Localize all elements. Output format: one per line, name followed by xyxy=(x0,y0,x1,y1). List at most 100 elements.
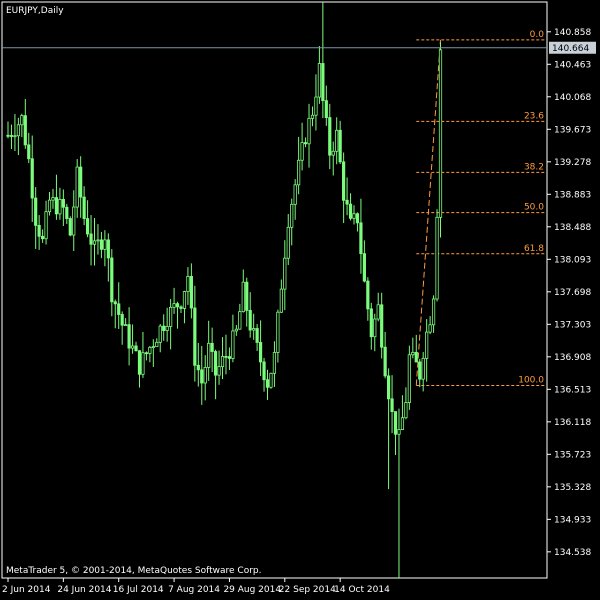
candle xyxy=(407,345,411,410)
candle xyxy=(27,132,31,164)
candle xyxy=(130,324,135,354)
y-tick-label: 138.488 xyxy=(554,223,591,233)
candle-body xyxy=(79,166,83,198)
candle-body xyxy=(335,129,339,152)
candle-body xyxy=(258,342,263,363)
candle-body xyxy=(68,218,72,236)
candle-body xyxy=(414,351,418,363)
candle-body xyxy=(148,347,152,354)
candle-body xyxy=(252,328,256,331)
candle xyxy=(41,229,45,243)
candle-body xyxy=(120,314,124,326)
candle xyxy=(348,193,353,221)
y-tick-label: 136.513 xyxy=(554,385,591,395)
y-tick-label: 134.933 xyxy=(554,515,591,525)
candle-body xyxy=(58,199,62,215)
candle xyxy=(103,230,107,267)
x-tick-label: 24 Jun 2014 xyxy=(57,585,111,595)
candle-body xyxy=(92,240,97,245)
candle-body xyxy=(393,411,398,435)
x-tick-label: 7 Aug 2014 xyxy=(168,585,220,595)
y-tick-label: 139.278 xyxy=(554,158,591,168)
candle-body xyxy=(117,303,121,315)
candle xyxy=(9,124,14,149)
candle-body xyxy=(89,233,93,245)
candle-body xyxy=(141,352,145,375)
candle-body xyxy=(269,372,273,388)
candle xyxy=(314,74,318,131)
candle-body xyxy=(355,213,360,224)
candle xyxy=(6,121,10,139)
candle xyxy=(411,337,415,359)
candle xyxy=(279,279,283,314)
candle-body xyxy=(345,199,349,205)
candle xyxy=(165,307,169,342)
candle xyxy=(175,301,180,329)
candle-body xyxy=(75,166,79,208)
current-price-label: 140.664 xyxy=(552,44,589,54)
fib-level-label: 61.8 xyxy=(524,244,544,254)
fib-level-label: 0.0 xyxy=(530,30,545,40)
fibonacci-retracement[interactable]: 0.0 23.6 38.2 50.0 61.8 100.0 xyxy=(415,30,547,386)
candle xyxy=(106,233,110,282)
candle-body xyxy=(54,197,59,215)
candle-body xyxy=(352,213,356,219)
candle-body xyxy=(13,135,17,138)
candle-body xyxy=(20,115,24,126)
candle xyxy=(328,103,332,170)
y-tick-label: 135.328 xyxy=(554,483,591,493)
candle xyxy=(186,267,190,305)
candle xyxy=(61,189,65,226)
candle-body xyxy=(380,304,384,348)
candle-body xyxy=(438,49,443,218)
candle-body xyxy=(34,197,38,226)
candle xyxy=(148,345,152,363)
candle xyxy=(252,313,256,340)
fib-level-label: 100.0 xyxy=(518,375,544,385)
candle-body xyxy=(23,115,27,146)
candle xyxy=(269,372,273,389)
candle-body xyxy=(400,417,405,430)
candle xyxy=(99,231,104,259)
candle xyxy=(265,369,270,400)
candle xyxy=(179,305,183,314)
candle-body xyxy=(106,239,110,259)
candle xyxy=(231,314,235,363)
y-tick-label: 137.303 xyxy=(554,320,591,330)
candle xyxy=(418,358,422,388)
candle-body xyxy=(411,351,415,356)
candle-body xyxy=(234,328,238,332)
candle-body xyxy=(366,280,370,310)
candle-body xyxy=(27,144,31,160)
candle xyxy=(431,295,436,333)
candle-body xyxy=(210,342,214,352)
candle-body xyxy=(425,331,429,359)
candle xyxy=(362,240,366,283)
candles xyxy=(6,2,443,578)
candle-body xyxy=(47,199,52,213)
candle xyxy=(255,324,259,351)
candle xyxy=(238,303,242,330)
candle-body xyxy=(193,307,197,366)
candle xyxy=(310,106,315,127)
candle xyxy=(213,349,218,400)
candle-body xyxy=(155,341,159,347)
candle xyxy=(30,135,34,222)
candle-body xyxy=(248,309,252,331)
candle-body xyxy=(386,375,391,400)
candle xyxy=(72,190,76,252)
candle-body xyxy=(362,253,366,282)
candle-body xyxy=(30,158,34,199)
candle xyxy=(393,411,398,456)
candle-body xyxy=(241,281,245,313)
candle-body xyxy=(279,288,283,313)
candle-body xyxy=(283,257,287,290)
candle xyxy=(276,309,280,363)
fib-trend-line[interactable] xyxy=(415,39,441,386)
candle-body xyxy=(103,239,107,250)
candle xyxy=(355,212,360,232)
candle xyxy=(369,302,373,350)
candle-body xyxy=(51,197,55,201)
x-tick-label: 16 Jul 2014 xyxy=(113,585,164,595)
